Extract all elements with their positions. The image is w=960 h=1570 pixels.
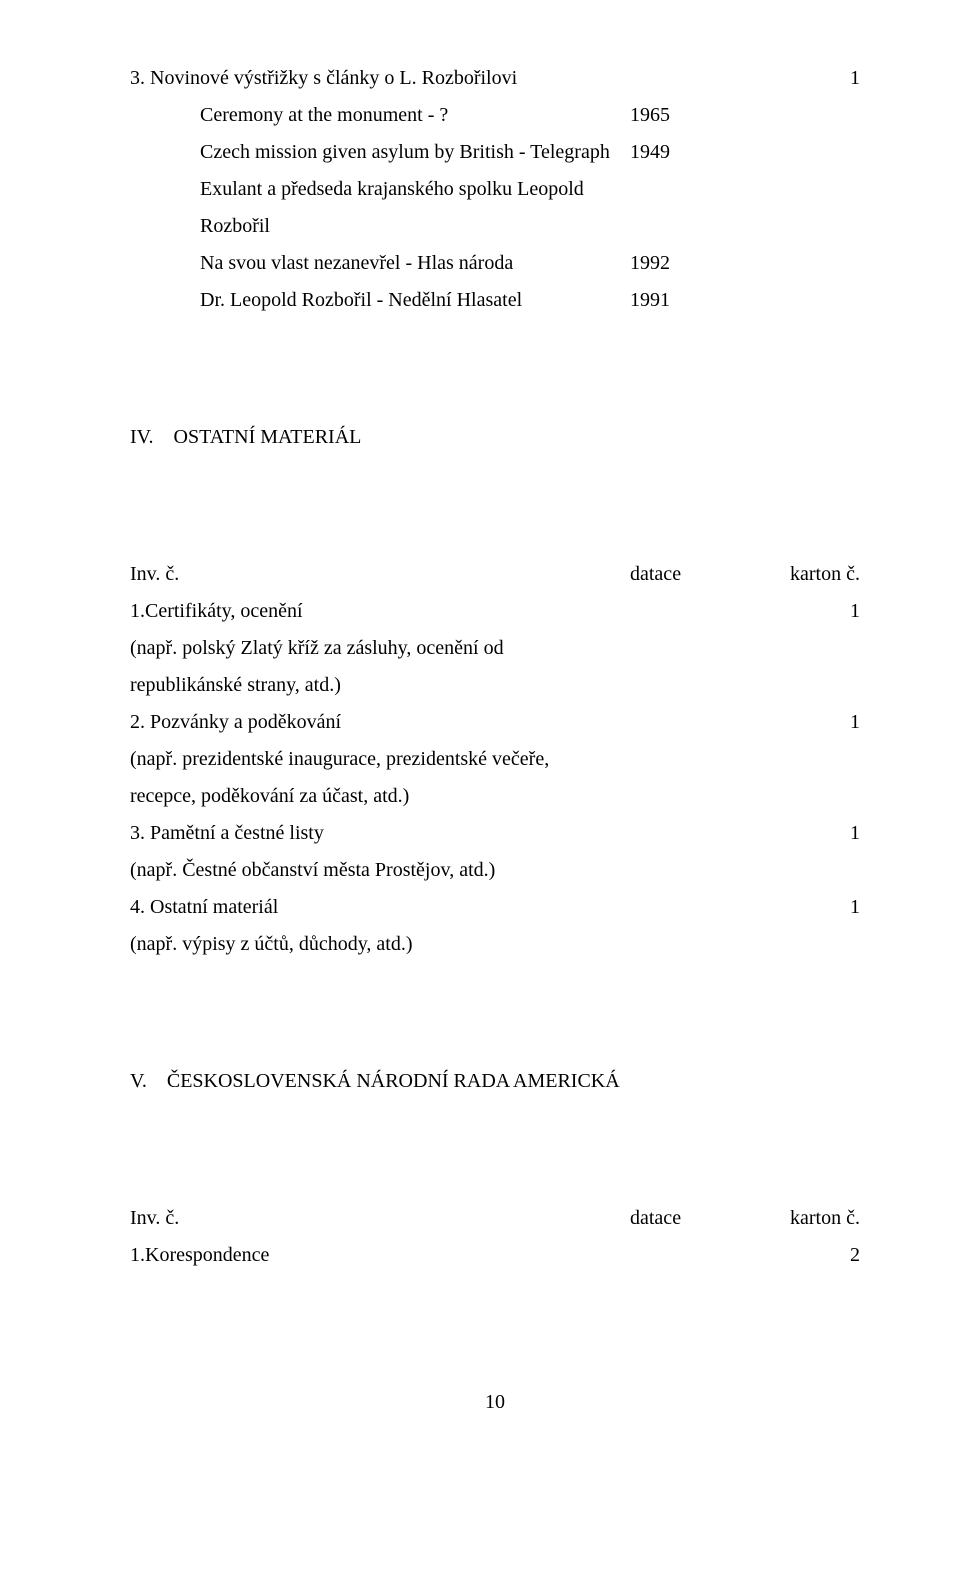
header-datace: datace bbox=[630, 1200, 740, 1237]
header-datace: datace bbox=[630, 556, 740, 593]
text: 4. Ostatní materiál bbox=[130, 889, 740, 926]
text: (např. Čestné občanství města Prostějov,… bbox=[130, 852, 860, 889]
karton: 1 bbox=[740, 593, 860, 630]
line-item: 3. Pamětní a čestné listy 1 bbox=[130, 815, 860, 852]
line-item: Ceremony at the monument - ? 1965 bbox=[130, 97, 860, 134]
section-heading-iv: IV. OSTATNÍ MATERIÁL bbox=[130, 419, 860, 456]
line-item: Dr. Leopold Rozbořil - Nedělní Hlasatel … bbox=[130, 282, 860, 319]
line-item: (např. Čestné občanství města Prostějov,… bbox=[130, 852, 860, 889]
page-number: 10 bbox=[130, 1384, 860, 1421]
karton: 1 bbox=[740, 704, 860, 741]
line-item: Exulant a předseda krajanského spolku Le… bbox=[130, 171, 860, 245]
line-item: (např. výpisy z účtů, důchody, atd.) bbox=[130, 926, 860, 963]
line-item: republikánské strany, atd.) bbox=[130, 667, 860, 704]
text: Na svou vlast nezanevřel - Hlas národa bbox=[130, 245, 630, 282]
header-karton: karton č. bbox=[740, 556, 860, 593]
line-item: Na svou vlast nezanevřel - Hlas národa 1… bbox=[130, 245, 860, 282]
line-item: Czech mission given asylum by British - … bbox=[130, 134, 860, 171]
year: 1992 bbox=[630, 245, 740, 282]
line-item: 1.Certifikáty, ocenění 1 bbox=[130, 593, 860, 630]
line-item: (např. polský Zlatý kříž za zásluhy, oce… bbox=[130, 630, 860, 667]
karton: 1 bbox=[740, 889, 860, 926]
year: 1991 bbox=[630, 282, 740, 319]
line-item: 4. Ostatní materiál 1 bbox=[130, 889, 860, 926]
text: Dr. Leopold Rozbořil - Nedělní Hlasatel bbox=[130, 282, 630, 319]
karton: 1 bbox=[740, 60, 860, 97]
line-item: (např. prezidentské inaugurace, preziden… bbox=[130, 741, 860, 778]
column-header-row: Inv. č. datace karton č. bbox=[130, 1200, 860, 1237]
line-item: 3. Novinové výstřižky s články o L. Rozb… bbox=[130, 60, 860, 97]
section-heading-v: V. ČESKOSLOVENSKÁ NÁRODNÍ RADA AMERICKÁ bbox=[130, 1063, 860, 1100]
text: Ceremony at the monument - ? bbox=[130, 97, 630, 134]
header-karton: karton č. bbox=[740, 1200, 860, 1237]
text: 1.Certifikáty, ocenění bbox=[130, 593, 740, 630]
karton: 1 bbox=[740, 815, 860, 852]
text: republikánské strany, atd.) bbox=[130, 667, 860, 704]
text: 3. Novinové výstřižky s články o L. Rozb… bbox=[130, 60, 630, 97]
header-inv: Inv. č. bbox=[130, 1200, 630, 1237]
year: 1949 bbox=[630, 134, 740, 171]
year: 1965 bbox=[630, 97, 740, 134]
text: recepce, poděkování za účast, atd.) bbox=[130, 778, 860, 815]
text: 1.Korespondence bbox=[130, 1237, 740, 1274]
text: (např. výpisy z účtů, důchody, atd.) bbox=[130, 926, 860, 963]
text: 2. Pozvánky a poděkování bbox=[130, 704, 740, 741]
text: Czech mission given asylum by British - … bbox=[130, 134, 630, 171]
karton: 2 bbox=[740, 1237, 860, 1274]
column-header-row: Inv. č. datace karton č. bbox=[130, 556, 860, 593]
text: (např. polský Zlatý kříž za zásluhy, oce… bbox=[130, 630, 860, 667]
line-item: 2. Pozvánky a poděkování 1 bbox=[130, 704, 860, 741]
line-item: 1.Korespondence 2 bbox=[130, 1237, 860, 1274]
header-inv: Inv. č. bbox=[130, 556, 630, 593]
text: Exulant a předseda krajanského spolku Le… bbox=[130, 171, 630, 245]
text: 3. Pamětní a čestné listy bbox=[130, 815, 740, 852]
line-item: recepce, poděkování za účast, atd.) bbox=[130, 778, 860, 815]
text: (např. prezidentské inaugurace, preziden… bbox=[130, 741, 860, 778]
